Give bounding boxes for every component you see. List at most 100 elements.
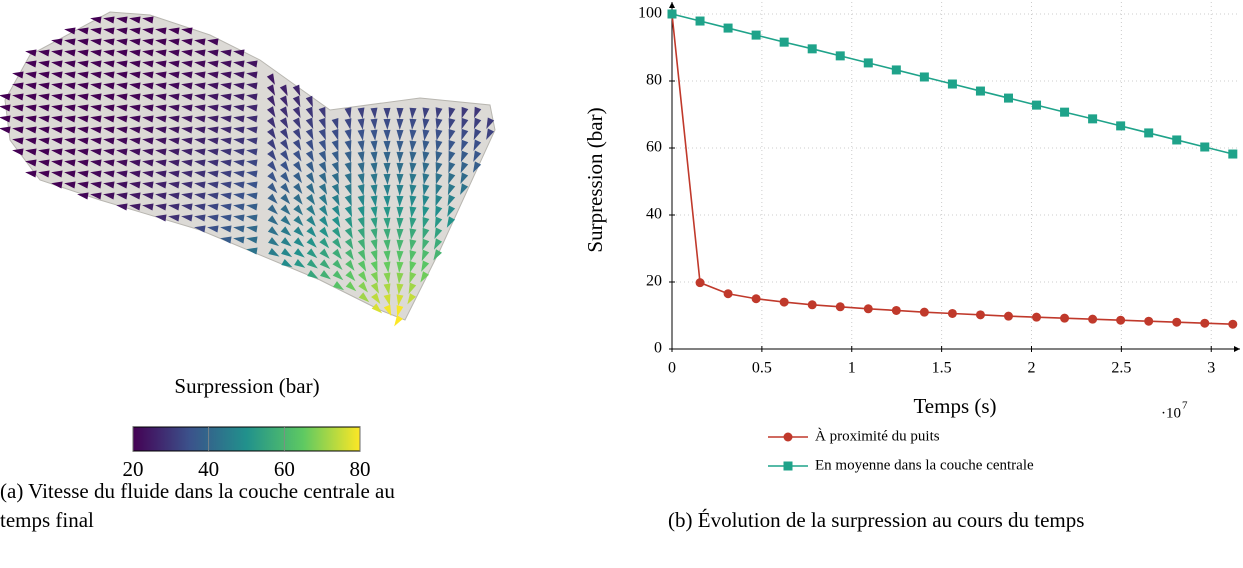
arrow xyxy=(246,115,258,123)
marker xyxy=(695,278,705,288)
arrow xyxy=(370,239,378,251)
marker xyxy=(919,307,929,317)
arrow xyxy=(246,148,258,156)
marker xyxy=(723,289,733,299)
arrow xyxy=(168,49,180,57)
marker xyxy=(1116,315,1126,325)
arrow xyxy=(181,93,193,101)
arrow xyxy=(129,49,141,57)
arrow xyxy=(333,281,345,291)
arrow xyxy=(142,148,154,156)
arrow xyxy=(246,126,258,134)
arrow xyxy=(233,104,245,112)
arrow xyxy=(155,170,167,178)
arrow xyxy=(77,115,89,123)
arrow xyxy=(12,137,24,145)
arrow xyxy=(116,115,128,123)
arrow xyxy=(435,140,443,152)
marker xyxy=(779,37,789,47)
arrow xyxy=(279,128,289,140)
arrow xyxy=(181,49,193,57)
arrow xyxy=(220,104,232,112)
arrow xyxy=(280,161,290,173)
arrow xyxy=(370,217,378,229)
y-tick-label: 80 xyxy=(646,72,662,89)
x-tick-label: 0.5 xyxy=(752,360,772,377)
arrow xyxy=(267,171,278,183)
arrow xyxy=(370,173,378,185)
arrow xyxy=(267,139,277,151)
colorbar xyxy=(132,426,361,452)
arrow xyxy=(370,184,378,196)
arrow xyxy=(142,60,154,68)
arrow xyxy=(281,248,293,258)
arrow xyxy=(267,182,278,194)
arrow xyxy=(207,104,219,112)
marker xyxy=(751,30,761,40)
marker xyxy=(1088,114,1098,124)
arrow xyxy=(344,194,352,207)
arrow xyxy=(246,104,258,112)
arrow xyxy=(435,107,443,119)
arrow xyxy=(267,160,277,172)
arrow xyxy=(318,128,326,141)
arrow xyxy=(435,173,443,185)
arrow xyxy=(103,126,115,134)
arrow xyxy=(168,104,180,112)
arrow xyxy=(233,203,245,211)
arrow xyxy=(357,151,365,163)
colorbar-tick-label: 20 xyxy=(123,457,144,481)
arrow xyxy=(422,118,430,130)
x-axis-label: Temps (s) xyxy=(913,394,996,418)
arrow xyxy=(168,203,180,211)
arrow xyxy=(142,137,154,145)
arrow xyxy=(306,226,317,238)
arrow xyxy=(129,27,141,35)
arrow xyxy=(319,205,328,217)
arrow xyxy=(77,38,89,46)
arrow xyxy=(181,137,193,145)
arrow xyxy=(103,159,115,167)
arrow xyxy=(396,107,404,119)
arrow xyxy=(396,217,404,229)
marker xyxy=(1228,319,1238,329)
arrow xyxy=(220,159,232,167)
marker xyxy=(891,305,901,315)
arrow xyxy=(305,172,315,184)
arrow xyxy=(422,195,430,207)
marker xyxy=(919,72,929,82)
arrow xyxy=(38,148,50,156)
arrow xyxy=(409,162,417,174)
arrow xyxy=(155,203,167,211)
arrow xyxy=(142,82,154,90)
x-axis-arrow xyxy=(1234,346,1240,352)
arrow xyxy=(38,60,50,68)
arrow xyxy=(129,148,141,156)
arrow xyxy=(267,149,277,161)
marker xyxy=(835,51,845,61)
arrow xyxy=(142,49,154,57)
arrow xyxy=(371,292,381,305)
arrow xyxy=(142,115,154,123)
arrow xyxy=(155,60,167,68)
arrow xyxy=(207,203,219,211)
arrow xyxy=(448,139,456,152)
arrow xyxy=(292,117,301,129)
arrow xyxy=(220,126,232,134)
arrow xyxy=(447,194,456,207)
marker xyxy=(1144,128,1154,138)
arrow xyxy=(116,27,128,35)
arrow xyxy=(319,216,329,228)
arrow xyxy=(64,181,76,189)
arrow xyxy=(292,106,301,119)
arrow xyxy=(409,184,417,196)
arrow xyxy=(370,282,380,294)
arrow xyxy=(280,215,291,226)
arrow xyxy=(246,192,258,200)
arrow xyxy=(77,82,89,90)
arrow xyxy=(246,225,258,233)
arrow xyxy=(207,192,219,200)
arrow xyxy=(409,261,417,273)
arrow xyxy=(51,104,63,112)
arrow xyxy=(194,225,206,233)
